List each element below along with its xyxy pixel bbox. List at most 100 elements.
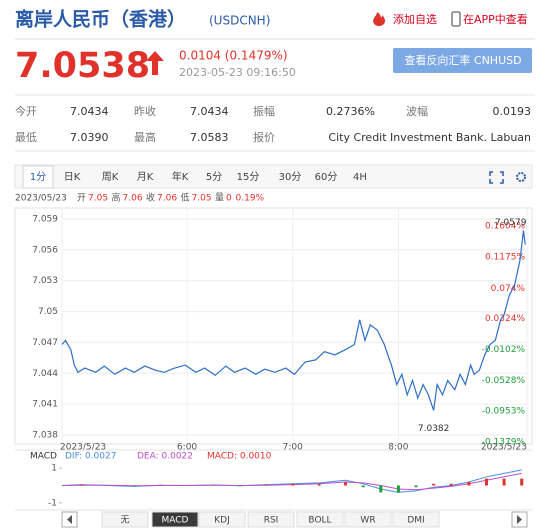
y2-tick-label: 0.1604% [485,222,525,232]
code: (USDCNH) [209,14,270,28]
macd-bar [361,485,365,488]
reverse-label[interactable]: 查看反向汇率 CNHUSD [404,53,521,67]
macd-bar [317,483,321,486]
stat-value: 7.0583 [190,131,229,144]
macd-bar [159,484,163,486]
macd-bar [264,484,268,486]
bar-pct: 0.19% [236,194,265,204]
stat-label: 今开 [15,104,37,118]
time: 2023-05-23 09:16:50 [179,66,296,79]
tab[interactable]: 30分 [279,171,302,183]
indicator-label[interactable]: MACD [162,516,189,526]
stat-label: 振幅 [253,104,275,118]
bar-value: 7.05 [88,194,108,204]
chart-frame [14,207,533,445]
y-tick-label: 7.047 [32,338,58,348]
indicator-tab[interactable] [296,511,344,528]
x-tick-label: 8:00 [388,443,408,453]
stat-value: 7.0434 [70,105,109,118]
macd-bar [291,483,295,486]
phone-icon[interactable] [451,11,461,27]
y-tick-label: 7.053 [32,276,58,286]
add-watch[interactable]: 添加自选 [393,12,437,26]
macd-bar [502,478,506,486]
macd-bar [396,485,400,493]
tab[interactable]: 4H [353,172,367,183]
settings-icon[interactable] [516,172,526,182]
macd-bar [414,485,418,488]
indicator-label[interactable]: DMI [407,516,424,526]
bar-value: 7.06 [123,194,143,204]
macd-bar [484,478,488,486]
indicator-tab[interactable] [247,511,295,528]
tab[interactable]: 月K [137,171,154,183]
macd-bar [344,482,348,486]
indicator-line [61,472,522,491]
macd-bar [211,484,215,486]
y-tick-label: 7.038 [32,431,58,441]
stat-value: 7.0434 [190,105,229,118]
stat-label: 最高 [134,130,156,144]
tab[interactable]: 60分 [315,171,338,183]
y2-tick-label: -0.0528% [482,376,526,386]
legend-entry: DIF: 0.0027 [65,452,116,462]
bar-label: 高 [112,192,121,204]
indicator-tab[interactable] [101,511,149,528]
price-line [61,230,526,411]
right-arrow [517,515,522,524]
indicator-tab[interactable] [392,511,440,528]
y2-tick-label: 0.1175% [485,253,525,263]
tab[interactable]: 5分 [206,171,222,183]
y2-tick-label: -0.0953% [482,407,526,417]
indicator-tab[interactable] [344,511,392,528]
y2-tick-label: -0.0102% [482,345,526,355]
stat-label: 波幅 [406,105,428,118]
y-tick-label: 7.044 [32,369,58,379]
up-arrow [146,51,164,75]
bar-date: 2023/05/23 [15,194,67,204]
macd-bar [449,483,453,486]
bar-label: 收 [146,192,155,204]
macd-bar [432,483,436,486]
macd-bar [79,484,83,486]
macd-bar [467,482,471,486]
active-tab[interactable] [22,165,54,189]
bar-value: 7.06 [157,194,177,204]
tab[interactable]: 年K [172,170,189,183]
price: 7.0538 [15,46,150,86]
macd-bar [238,485,242,487]
watch-icon[interactable] [373,12,385,26]
legend-entry: MACD: 0.0010 [207,452,272,462]
indicator-label[interactable]: KDJ [214,516,230,526]
fullscreen-icon[interactable] [489,171,504,184]
tab-bar [14,164,533,189]
indicator-label[interactable]: BOLL [308,516,331,526]
y-tick-label: 1 [51,464,57,474]
change: 0.0104 (0.1479%) [179,49,288,63]
high-label: 7.0579 [495,218,527,228]
reverse-button[interactable] [393,48,532,73]
tab[interactable]: 日K [64,172,81,183]
macd-bar [132,485,136,487]
stat-label: 报价 [253,130,275,144]
open-app[interactable]: 在APP中查看 [463,12,528,26]
tab[interactable]: 15分 [237,171,260,183]
macd-title: MACD [30,452,57,462]
bar-value: 0 [226,194,232,204]
stat-value: 0.0193 [493,105,532,118]
tab[interactable]: 1分 [30,171,46,183]
x-tick-label: 2023/5/23 [60,443,106,453]
y-tick-label: 7.056 [32,245,58,255]
macd-bar [520,478,524,486]
indicator-tab[interactable] [198,511,246,528]
bar-label: 低 [181,192,190,204]
indicator-label[interactable]: RSI [264,516,279,526]
bar-label: 量 [215,193,224,204]
tab[interactable]: 周K [102,171,119,183]
y2-tick-label: 0.074% [491,284,526,294]
stat-label: 昨收 [134,104,156,118]
indicator-tab[interactable] [151,511,199,528]
indicator-label[interactable]: WR [360,516,375,526]
indicator-label[interactable]: 无 [120,515,129,526]
